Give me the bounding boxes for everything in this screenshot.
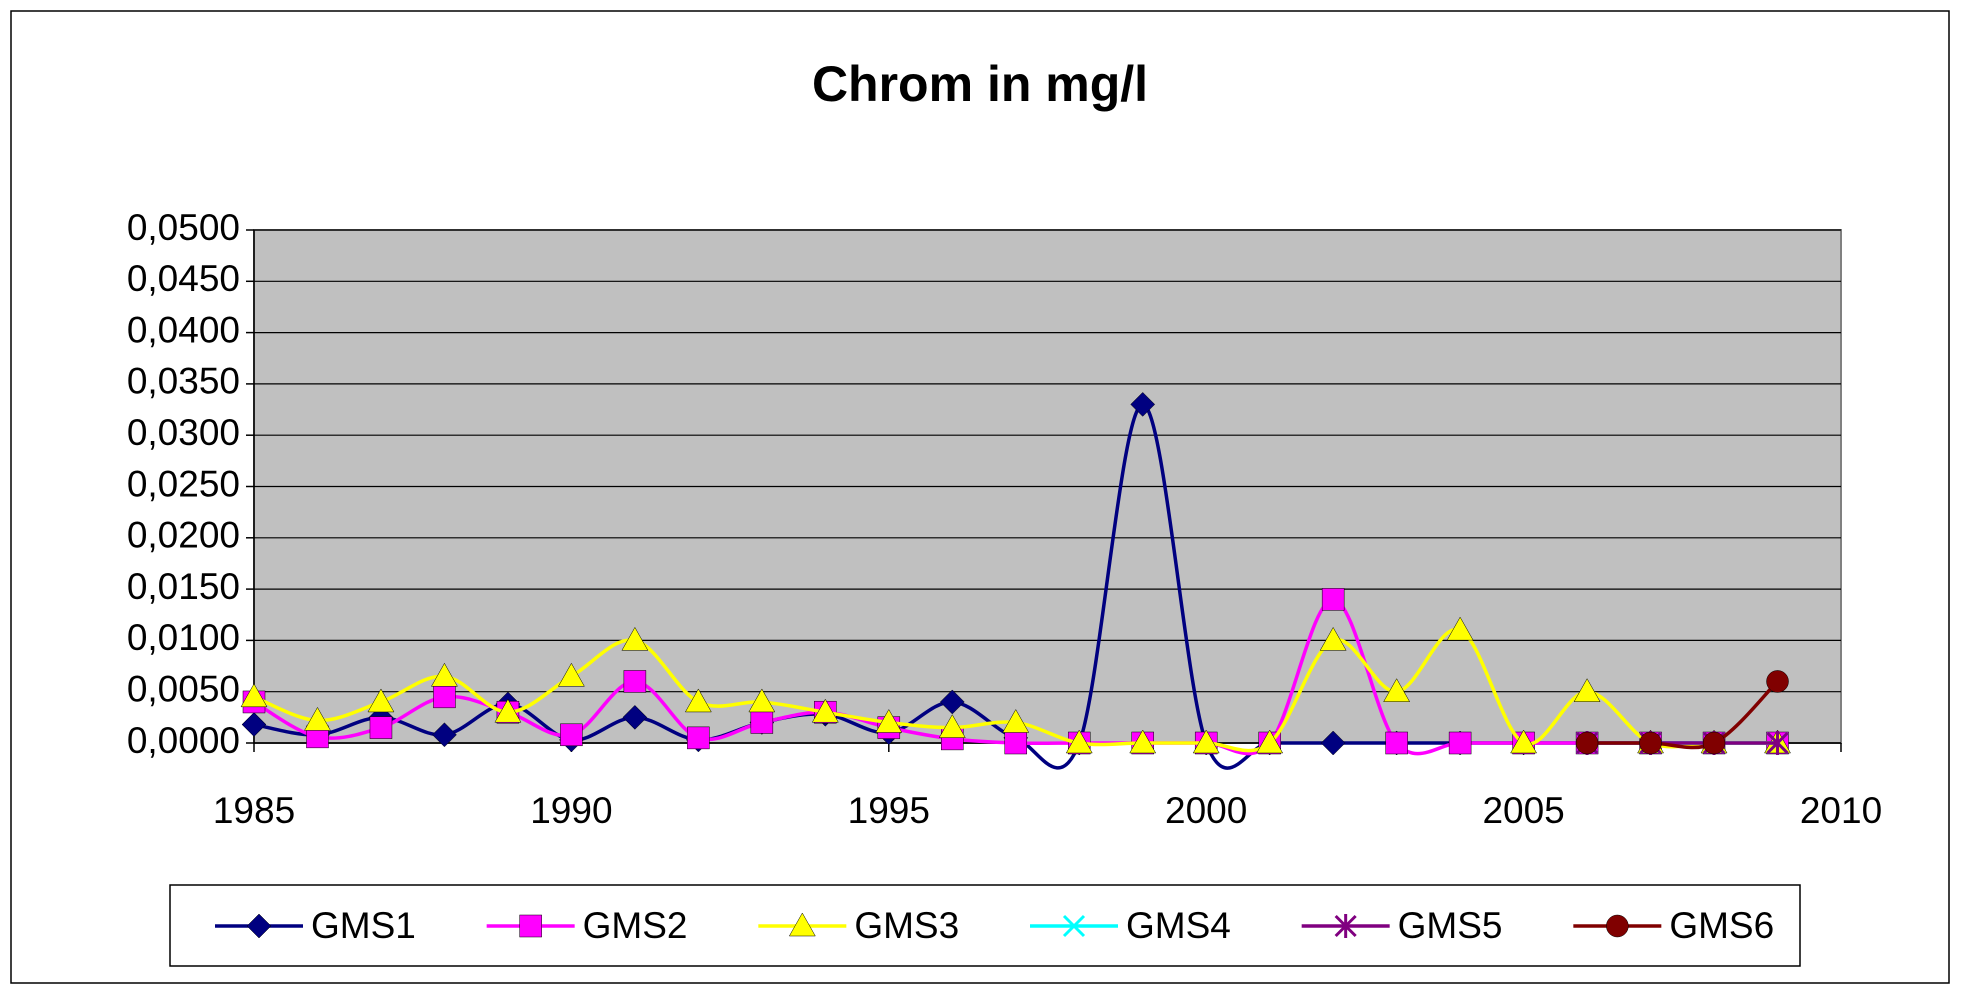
marker [433,685,456,709]
marker [1385,731,1408,755]
marker [1639,731,1662,755]
marker [622,704,648,730]
legend-label: GMS6 [1669,905,1774,946]
marker [788,912,816,937]
x-tick-label: 1985 [213,790,295,831]
y-tick-label: 0,0350 [127,361,240,402]
y-tick-label: 0,0450 [127,258,240,299]
y-tick-label: 0,0150 [127,566,240,607]
legend-label: GMS1 [311,905,416,946]
y-tick-label: 0,0250 [127,463,240,504]
marker [1319,626,1347,651]
marker [1334,914,1357,938]
marker [1130,392,1156,417]
marker [519,914,542,938]
marker [623,670,647,693]
marker [684,688,712,713]
marker [560,723,583,747]
marker [1606,914,1629,938]
marker [1573,678,1601,702]
marker [1192,729,1220,754]
legend-box [169,884,1801,967]
marker [304,706,331,731]
legend-label: GMS5 [1398,905,1503,946]
y-tick-label: 0,0300 [127,412,240,453]
chart-title: Chrom in mg/l [812,56,1148,112]
marker [1129,729,1157,754]
marker [1702,731,1726,755]
y-tick-label: 0,0500 [127,207,240,248]
marker [938,714,966,738]
marker [557,662,585,687]
x-tick-label: 1990 [530,790,612,831]
marker [1256,729,1284,754]
marker [750,711,774,734]
marker [1575,731,1599,755]
y-tick-label: 0,0000 [127,720,240,761]
marker [432,722,457,748]
marker [1383,678,1411,702]
marker [1510,729,1538,754]
marker [1766,731,1789,755]
marker [811,698,839,723]
marker [1766,670,1789,693]
x-tick-label: 2000 [1165,790,1247,831]
marker [687,726,710,750]
y-tick-label: 0,0200 [127,515,240,556]
marker [1062,914,1086,938]
series-line [1587,680,1779,750]
x-tick-label: 1995 [848,790,930,831]
marker [1448,731,1472,755]
marker [240,683,268,708]
marker [1320,730,1346,756]
x-tick-label: 2010 [1800,790,1882,831]
marker [875,708,903,733]
marker [1002,708,1030,733]
x-tick-label: 2005 [1482,790,1564,831]
legend-label: GMS3 [854,905,959,946]
marker [621,626,649,651]
y-tick-label: 0,0100 [127,617,240,658]
marker [1446,616,1474,641]
marker [367,688,395,713]
marker [1004,731,1028,755]
legend-label: GMS2 [583,905,688,946]
marker [431,662,458,687]
legend-label: GMS4 [1126,905,1231,946]
y-tick-label: 0,0400 [127,309,240,350]
marker [494,698,522,723]
y-tick-label: 0,0050 [127,668,240,709]
marker [1321,588,1345,611]
marker [369,716,393,739]
marker [1065,729,1093,754]
marker [939,689,965,715]
marker [748,688,776,713]
marker [246,913,272,939]
marker [241,712,267,737]
